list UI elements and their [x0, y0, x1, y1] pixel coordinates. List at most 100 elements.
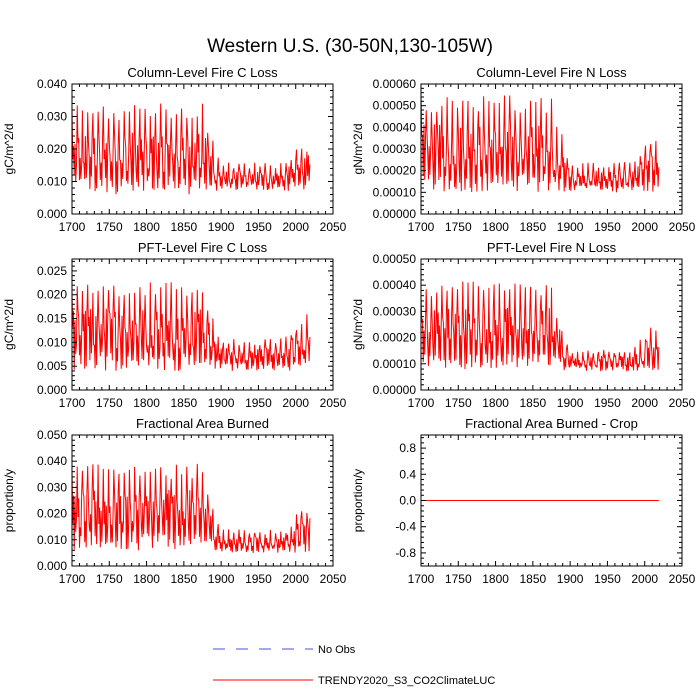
y-tick-label: 0.010	[37, 175, 67, 189]
panel-title: Fractional Area Burned - Crop	[465, 416, 638, 431]
x-tick-label: 1900	[557, 572, 584, 586]
series-line	[71, 282, 311, 371]
y-tick-label: 0.005	[37, 359, 67, 373]
x-tick-label: 1750	[445, 572, 472, 586]
legend-no-obs-label: No Obs	[318, 644, 356, 656]
plot-frame	[420, 258, 683, 391]
x-tick-label: 1950	[245, 572, 272, 586]
x-tick-label: 1800	[482, 396, 509, 410]
y-tick-label: 0.040	[37, 454, 67, 468]
y-tick-label: 0.015	[37, 312, 67, 326]
panel-4: PFT-Level Fire N Loss gN/m^2/d 1700 1750 180…	[351, 240, 696, 410]
y-tick-label: 0.000	[37, 207, 67, 221]
y-tick-label: 0.00050	[373, 99, 417, 113]
x-tick-label: 1700	[59, 572, 86, 586]
y-tick-label: 0.000	[37, 383, 67, 397]
x-tick-label: 1950	[594, 220, 621, 234]
panels: Column-Level Fire C Loss gC/m^2/d 1700 1750…	[2, 65, 696, 586]
x-tick-label: 1850	[520, 220, 547, 234]
x-tick-label: 1850	[520, 396, 547, 410]
y-tick-label: 0.00040	[373, 278, 417, 292]
x-tick-label: 2000	[282, 396, 309, 410]
panel-2: Column-Level Fire N Loss gN/m^2/d 1700 1750…	[351, 65, 696, 234]
x-tick-label: 1800	[133, 572, 160, 586]
x-tick-label: 1750	[96, 220, 123, 234]
y-tick-label: 0.00030	[373, 142, 417, 156]
panel-title: Column-Level Fire C Loss	[127, 65, 278, 80]
y-tick-label: 0.00060	[373, 77, 417, 91]
y-tick-label: 0.4	[399, 467, 416, 481]
y-tick-label: 0.8	[399, 441, 416, 455]
y-tick-label: 0.030	[37, 110, 67, 124]
y-tick-label: 0.020	[37, 142, 67, 156]
x-tick-label: 1950	[245, 396, 272, 410]
y-axis-label: gC/m^2/d	[2, 124, 16, 175]
y-axis-label: gC/m^2/d	[2, 299, 16, 350]
x-tick-label: 1850	[171, 572, 198, 586]
y-tick-label: 0.00020	[373, 164, 417, 178]
y-tick-label: 0.010	[37, 335, 67, 349]
legend-model-label: TRENDY2020_S3_CO2ClimateLUC	[318, 675, 495, 687]
y-tick-label: 0.00020	[373, 331, 417, 345]
y-tick-label: 0.00000	[373, 383, 417, 397]
x-tick-label: 1750	[445, 220, 472, 234]
panel-title: PFT-Level Fire C Loss	[138, 240, 268, 255]
series-line	[71, 463, 311, 553]
y-tick-label: 0.050	[37, 428, 67, 442]
x-tick-label: 1750	[96, 572, 123, 586]
y-tick-label: 0.00010	[373, 357, 417, 371]
x-tick-label: 1950	[594, 396, 621, 410]
x-tick-label: 2000	[631, 396, 658, 410]
plot-frame	[71, 258, 334, 391]
x-tick-label: 1850	[520, 572, 547, 586]
x-tick-label: 2050	[320, 396, 347, 410]
y-axis-label: proportion/y	[351, 469, 365, 532]
x-tick-label: 2000	[282, 220, 309, 234]
x-tick-label: 1950	[594, 572, 621, 586]
x-tick-label: 1700	[408, 220, 435, 234]
y-axis-label: gN/m^2/d	[351, 124, 365, 175]
x-tick-label: 2000	[631, 220, 658, 234]
x-tick-label: 1700	[408, 572, 435, 586]
series-line	[420, 95, 660, 193]
y-tick-label: 0.00030	[373, 304, 417, 318]
y-tick-label: 0.030	[37, 480, 67, 494]
y-tick-label: -0.4	[395, 520, 416, 534]
x-tick-label: 2050	[320, 572, 347, 586]
panel-5: Fractional Area Burned proportion/y 1700 17…	[2, 416, 347, 586]
x-tick-label: 2000	[282, 572, 309, 586]
x-tick-label: 1900	[208, 396, 235, 410]
y-tick-label: 0.020	[37, 288, 67, 302]
series-line	[71, 103, 311, 195]
x-tick-label: 2050	[669, 572, 696, 586]
panel-title: Column-Level Fire N Loss	[476, 65, 627, 80]
y-tick-label: 0.00010	[373, 185, 417, 199]
y-axis-label: proportion/y	[2, 469, 16, 532]
x-tick-label: 1850	[171, 220, 198, 234]
panel-title: PFT-Level Fire N Loss	[487, 240, 617, 255]
y-tick-label: -0.8	[395, 546, 416, 560]
x-tick-label: 1900	[557, 220, 584, 234]
y-tick-label: 0.040	[37, 77, 67, 91]
x-tick-label: 1700	[408, 396, 435, 410]
panel-6: Fractional Area Burned - Crop proportion/…	[351, 416, 696, 586]
x-tick-label: 2050	[669, 396, 696, 410]
y-tick-label: 0.00050	[373, 252, 417, 266]
x-tick-label: 1950	[245, 220, 272, 234]
x-tick-label: 2050	[320, 220, 347, 234]
legend: No Obs TRENDY2020_S3_CO2ClimateLUC	[213, 644, 495, 687]
plot-frame	[71, 83, 334, 215]
x-tick-label: 1900	[208, 220, 235, 234]
x-tick-label: 1700	[59, 220, 86, 234]
plot-frame	[71, 434, 334, 567]
y-tick-label: 0.010	[37, 533, 67, 547]
y-tick-label: 0.00040	[373, 120, 417, 134]
y-tick-label: 0.00000	[373, 207, 417, 221]
y-tick-label: 0.0	[399, 494, 416, 508]
panel-1: Column-Level Fire C Loss gC/m^2/d 1700 1750…	[2, 65, 347, 234]
x-tick-label: 1800	[133, 396, 160, 410]
x-tick-label: 1900	[557, 396, 584, 410]
y-tick-label: 0.000	[37, 559, 67, 573]
series-line	[420, 281, 660, 372]
